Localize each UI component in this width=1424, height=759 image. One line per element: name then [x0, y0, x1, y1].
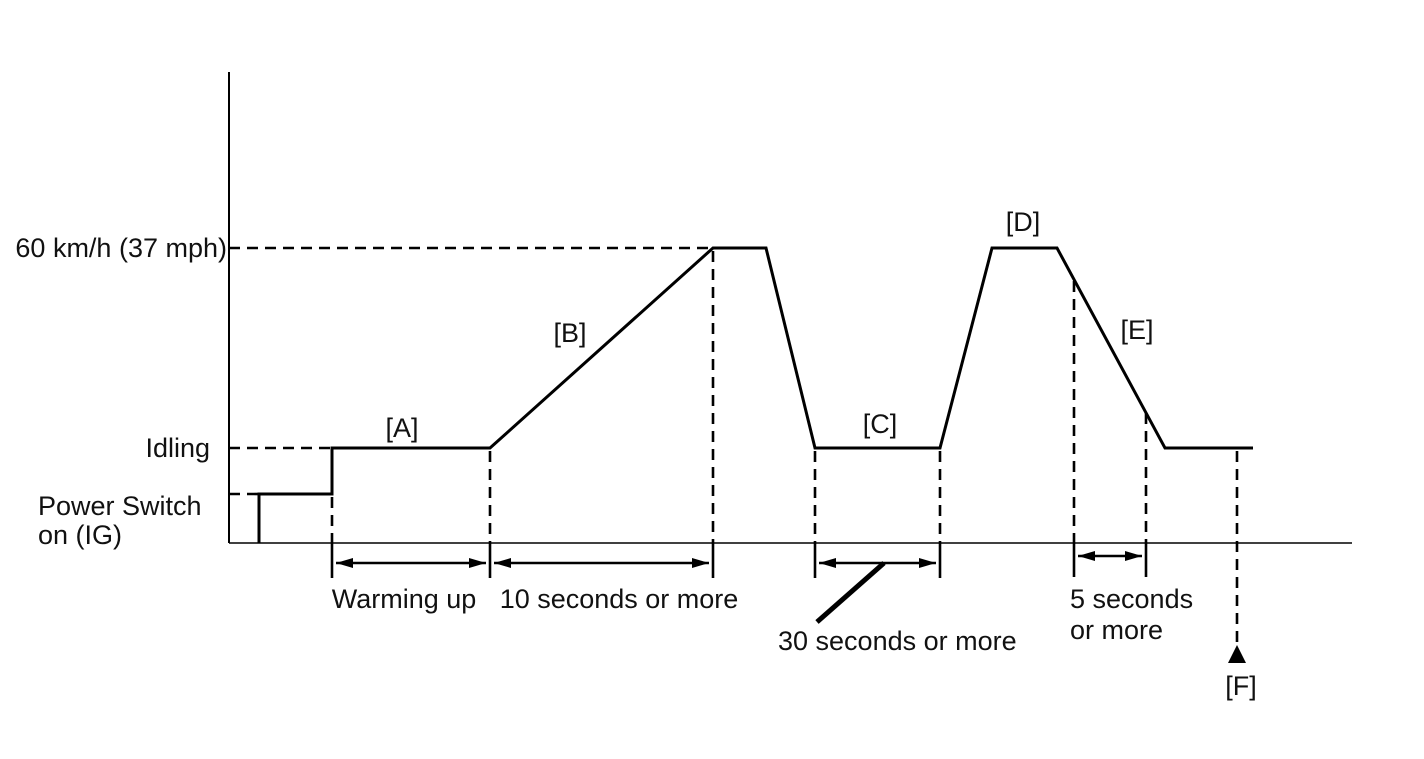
vertical-dashed-guides — [330, 251, 1239, 646]
idling-label: Idling — [145, 433, 210, 463]
power-switch-label-line1: Power Switch — [38, 491, 202, 521]
phase-b-label: [B] — [553, 318, 587, 348]
phase-f-label: [F] — [1225, 671, 1257, 701]
thirty-seconds-label: 30 seconds or more — [778, 626, 1017, 656]
warming-up-label: Warming up — [331, 584, 477, 614]
phase-a-label: [A] — [385, 413, 419, 443]
speed-60-label: 60 km/h (37 mph) — [15, 233, 227, 263]
thirty-seconds-leader-line — [815, 561, 886, 624]
speed-curve — [257, 246, 1253, 543]
phase-c-label: [C] — [862, 409, 898, 439]
phase-e-label: [E] — [1120, 315, 1154, 345]
baseline-ticks — [330, 543, 1148, 578]
power-switch-label-line2: on (IG) — [38, 520, 123, 550]
phase-d-label: [D] — [1005, 207, 1041, 237]
ten-seconds-label: 10 seconds or more — [499, 584, 739, 614]
five-seconds-label-line2: or more — [1070, 615, 1164, 645]
five-seconds-label-line1: 5 seconds — [1070, 584, 1194, 614]
f-marker-triangle-icon — [1228, 645, 1246, 663]
